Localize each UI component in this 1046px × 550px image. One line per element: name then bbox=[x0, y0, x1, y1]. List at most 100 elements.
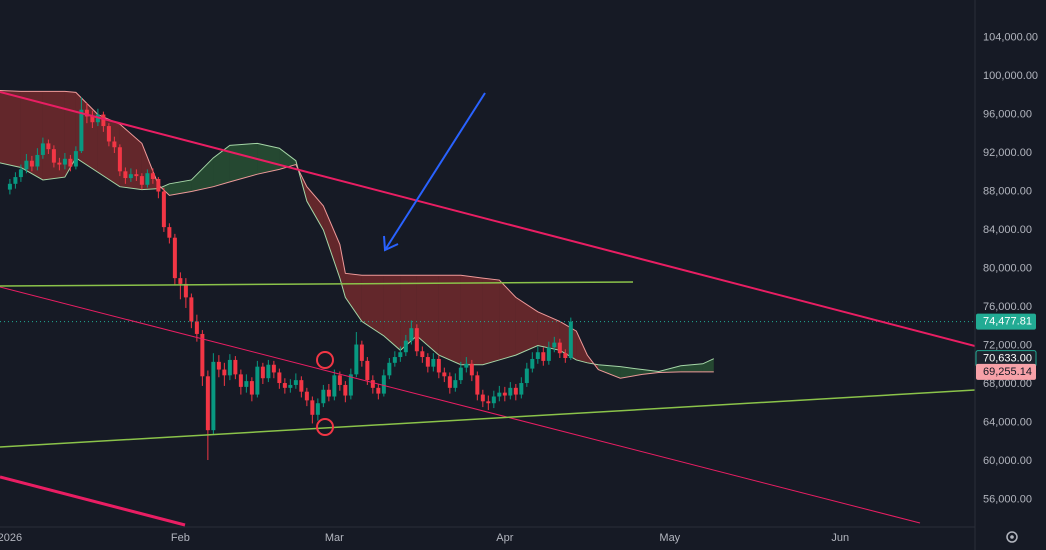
candle-body bbox=[13, 177, 18, 184]
cloud-segment bbox=[191, 157, 214, 192]
y-tick-label: 88,000.00 bbox=[983, 185, 1032, 197]
candle-body bbox=[277, 372, 282, 384]
settings-button[interactable] bbox=[1006, 531, 1018, 543]
candle-body bbox=[442, 372, 447, 377]
trend-line bbox=[0, 389, 975, 448]
candle-body bbox=[260, 366, 265, 379]
candle-body bbox=[425, 357, 430, 367]
candle-body bbox=[266, 364, 271, 379]
settings-icon-dot bbox=[1010, 535, 1014, 539]
candle-body bbox=[480, 394, 485, 402]
candle-body bbox=[304, 391, 309, 401]
x-tick-label: Feb bbox=[171, 532, 190, 544]
candle-body bbox=[552, 342, 557, 348]
candle-body bbox=[370, 380, 375, 388]
candle-body bbox=[46, 143, 51, 150]
candle-body bbox=[343, 384, 348, 396]
candle-body bbox=[326, 389, 331, 397]
cloud-segment bbox=[515, 297, 538, 356]
candle-body bbox=[73, 151, 78, 167]
candle-body bbox=[117, 147, 122, 172]
candle-body bbox=[293, 380, 298, 385]
candle-body bbox=[40, 143, 45, 155]
candle-body bbox=[84, 109, 89, 117]
candle-body bbox=[112, 141, 117, 148]
candle-body bbox=[249, 381, 254, 395]
cloud-segment bbox=[587, 355, 599, 370]
y-tick-label: 76,000.00 bbox=[983, 301, 1032, 313]
candle-body bbox=[150, 173, 155, 180]
cloud-segment bbox=[438, 275, 461, 365]
candle-body bbox=[458, 367, 463, 381]
candle-body bbox=[403, 340, 408, 353]
candle-body bbox=[568, 321, 573, 359]
candle-body bbox=[469, 363, 474, 376]
candle-body bbox=[161, 191, 166, 228]
y-tick-label: 56,000.00 bbox=[983, 493, 1032, 505]
candle-body bbox=[233, 359, 238, 375]
cloud-segment bbox=[361, 275, 384, 336]
marker-circle bbox=[316, 351, 334, 369]
candle-body bbox=[315, 403, 320, 415]
candle-body bbox=[282, 383, 287, 388]
candle-body bbox=[227, 359, 232, 376]
candle-body bbox=[524, 368, 529, 384]
candle-body bbox=[244, 381, 249, 387]
candle-body bbox=[29, 160, 34, 167]
x-tick-label: Apr bbox=[496, 532, 513, 544]
cloud-segment bbox=[576, 331, 588, 363]
candle-body bbox=[167, 227, 172, 238]
cloud-segment bbox=[680, 363, 703, 372]
candle-body bbox=[563, 353, 568, 359]
candle-body bbox=[189, 297, 194, 322]
candle-body bbox=[134, 174, 139, 177]
candle-body bbox=[486, 401, 491, 404]
y-tick-label: 64,000.00 bbox=[983, 416, 1032, 428]
candle-body bbox=[24, 160, 29, 170]
y-tick-label: 100,000.00 bbox=[983, 70, 1038, 82]
candle-body bbox=[546, 347, 551, 361]
arrow bbox=[384, 92, 486, 251]
candle-body bbox=[255, 366, 260, 395]
cloud-segment bbox=[97, 114, 120, 187]
x-tick-label: May bbox=[659, 532, 680, 544]
candle-body bbox=[557, 342, 562, 354]
candle-body bbox=[205, 376, 210, 431]
candle-body bbox=[376, 387, 381, 394]
candle-body bbox=[365, 360, 370, 381]
y-tick-label: 104,000.00 bbox=[983, 31, 1038, 43]
candle-body bbox=[288, 384, 293, 388]
candle-body bbox=[238, 374, 243, 387]
cloud-segment bbox=[702, 358, 714, 372]
cloud-segment bbox=[642, 369, 659, 375]
candle-body bbox=[79, 109, 84, 152]
cloud-segment bbox=[306, 186, 324, 231]
candle-body bbox=[332, 375, 337, 397]
cloud-segment bbox=[499, 280, 516, 360]
price-label-box bbox=[976, 313, 1036, 330]
candle-body bbox=[101, 114, 106, 127]
candle-body bbox=[497, 392, 502, 397]
settings-icon[interactable] bbox=[1006, 531, 1018, 543]
y-tick-label: 92,000.00 bbox=[983, 147, 1032, 159]
y-tick-label: 84,000.00 bbox=[983, 224, 1032, 236]
candle-body bbox=[123, 171, 128, 179]
candle-body bbox=[447, 376, 452, 388]
cloud-segment bbox=[383, 275, 401, 351]
candle-body bbox=[392, 357, 397, 363]
candle-body bbox=[354, 344, 359, 375]
horizontal-line bbox=[0, 281, 634, 287]
x-tick-label: 2026 bbox=[0, 532, 22, 544]
candle-body bbox=[453, 380, 458, 388]
candle-body bbox=[464, 363, 469, 368]
candle-body bbox=[414, 328, 419, 352]
candle-body bbox=[18, 169, 23, 178]
candle-body bbox=[172, 237, 177, 279]
cloud-segment bbox=[64, 91, 76, 178]
candle-body bbox=[321, 389, 326, 404]
candle-body bbox=[502, 392, 507, 396]
candle-body bbox=[7, 183, 12, 190]
cloud-segment bbox=[460, 275, 483, 365]
candle-body bbox=[271, 364, 276, 373]
